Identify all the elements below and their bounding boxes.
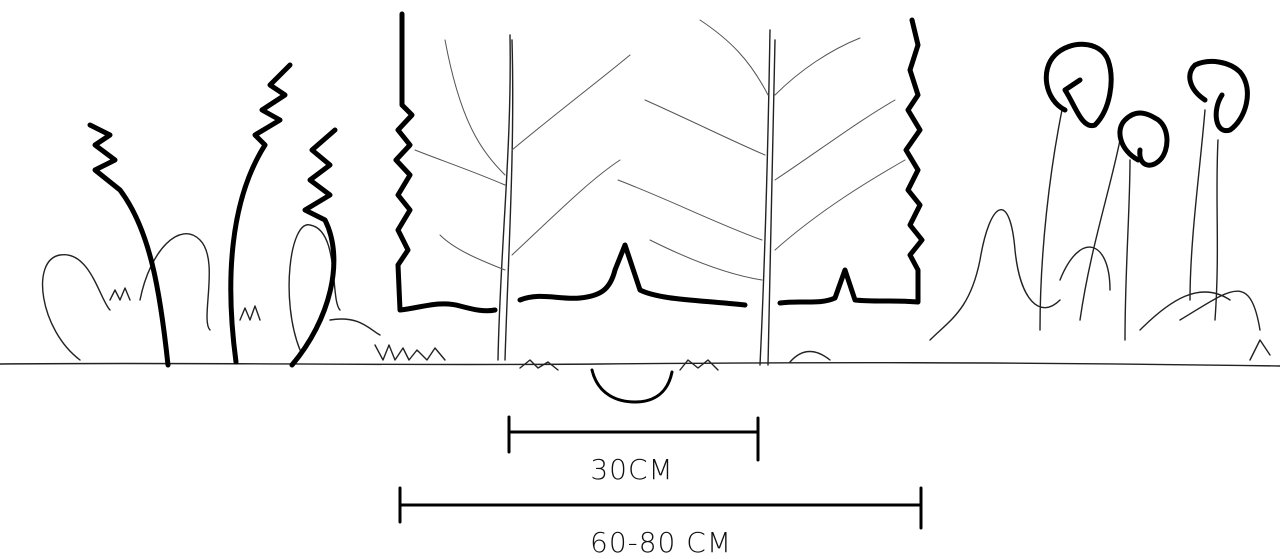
low-plants [374,344,831,371]
root-ball [590,368,674,404]
dimension-label: 60-80 CM [590,526,732,559]
dimension-line-60-80 [398,486,923,530]
bed-border [393,11,925,314]
dimension-label: 30CM [590,453,673,486]
ground-line [0,361,1280,367]
left-grasses [41,62,381,368]
dimension-line-30 [507,415,760,462]
tree-stems [414,19,906,366]
right-flowers [929,41,1271,361]
